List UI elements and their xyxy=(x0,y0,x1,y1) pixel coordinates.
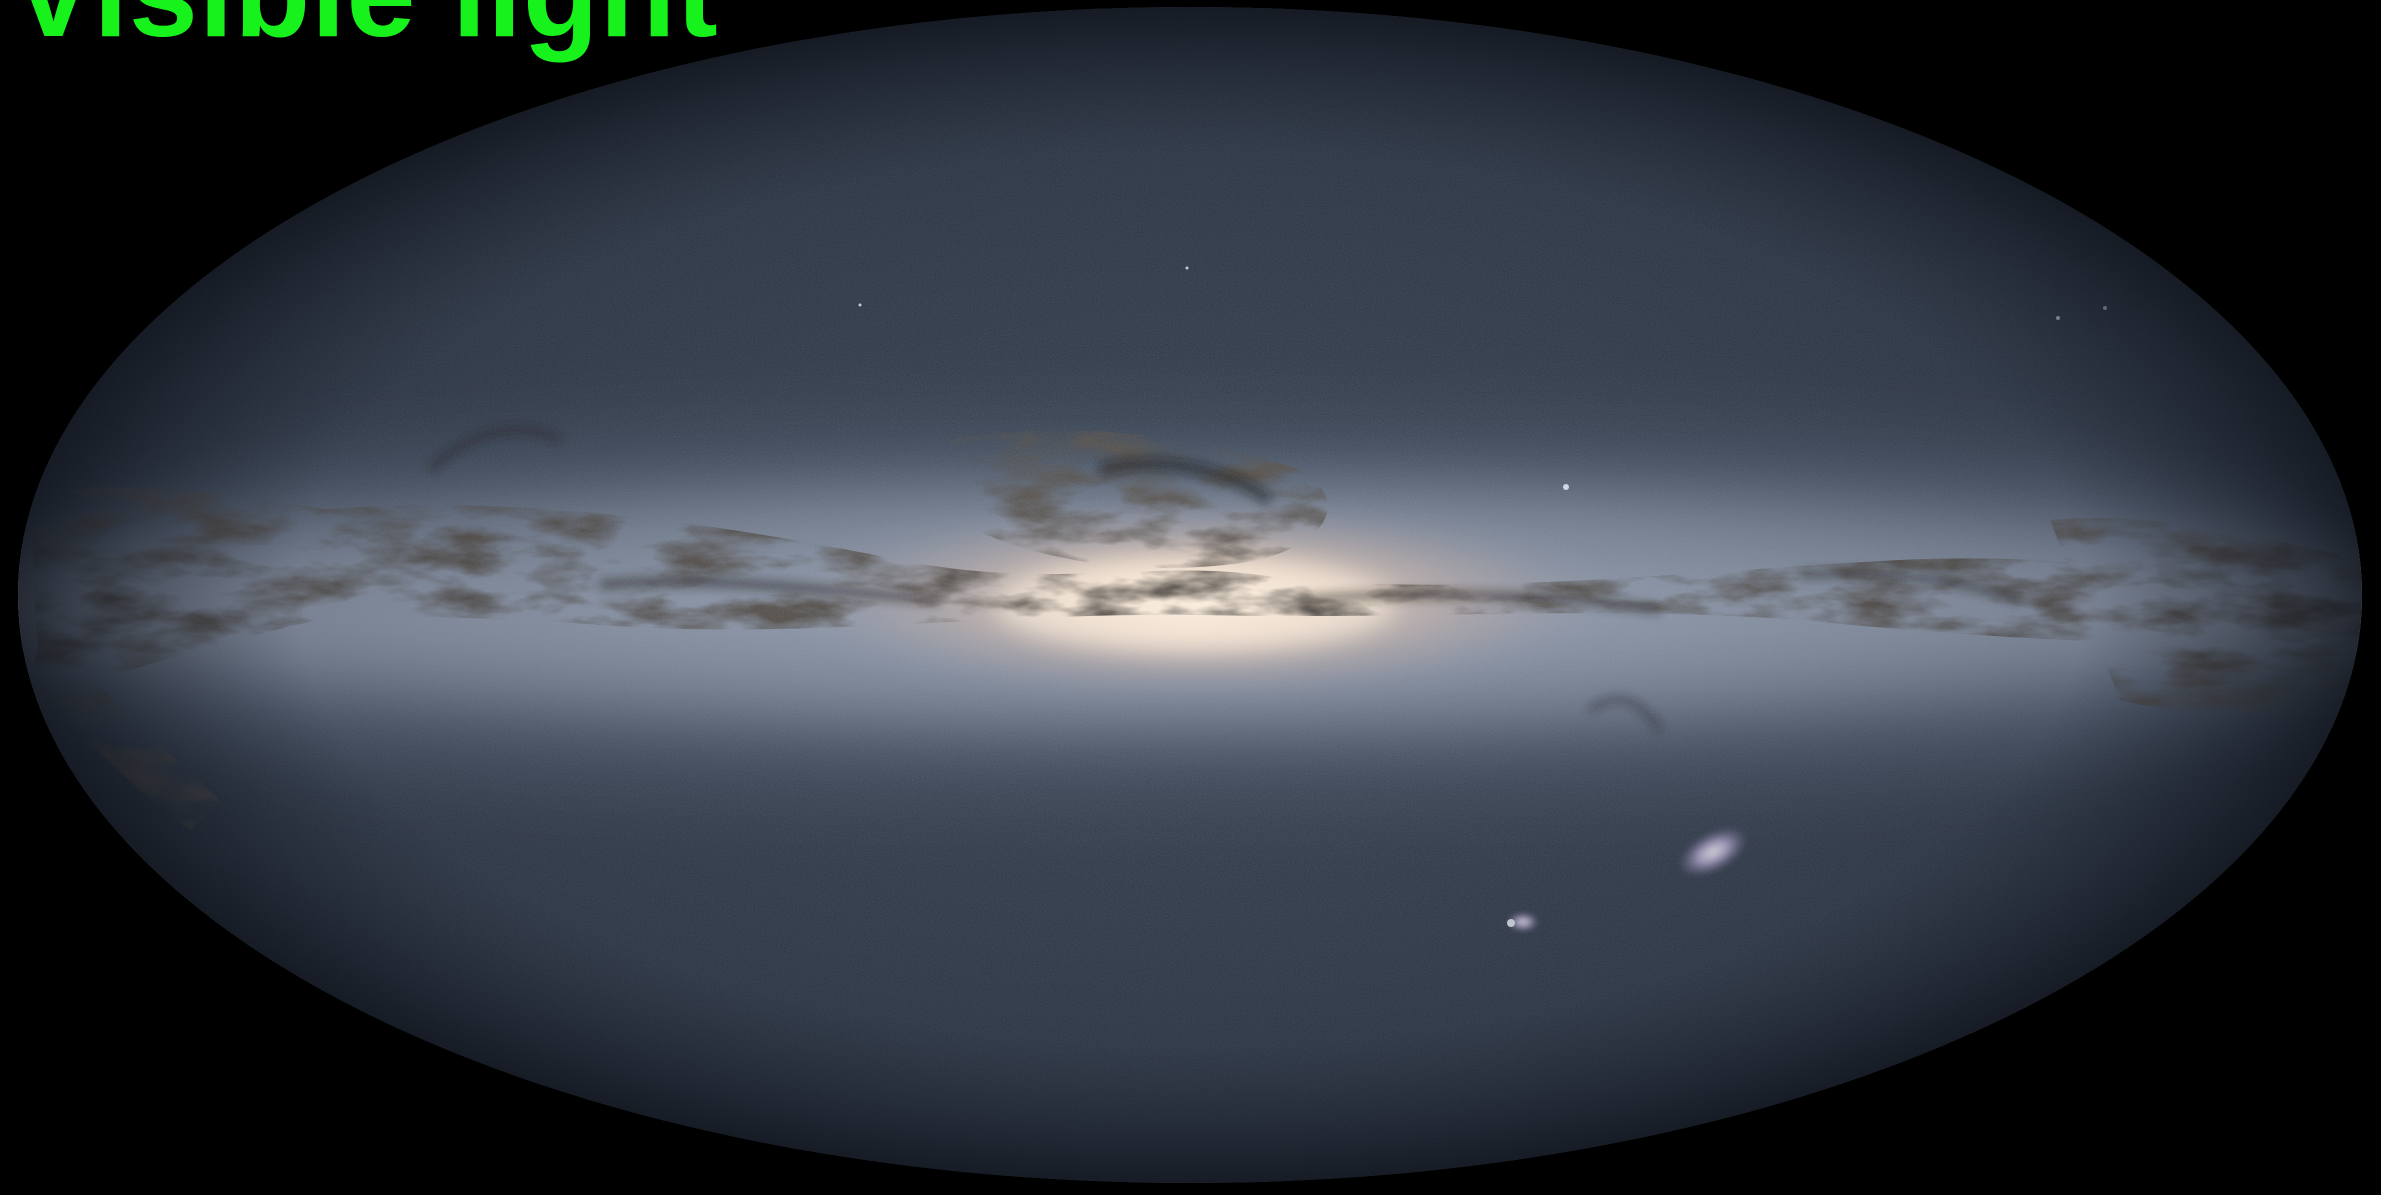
image-caption: Visible light xyxy=(12,0,719,56)
